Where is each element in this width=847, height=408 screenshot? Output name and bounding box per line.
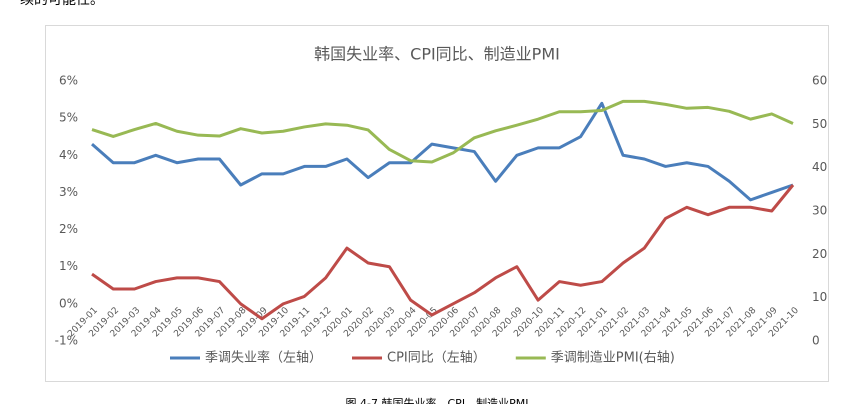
- y-tick-label: 6%: [59, 74, 78, 88]
- y-tick-label: 0%: [59, 296, 78, 310]
- legend-label: 季调失业率（左轴）: [205, 350, 322, 366]
- series-line: [91, 101, 794, 202]
- y-tick-label: 3%: [59, 185, 78, 199]
- y2-tick-label: 10: [812, 290, 827, 304]
- caption: 图 4-7 韩国失业率、CPI、制造业PMI: [346, 396, 529, 404]
- y2-tick-label: 30: [812, 204, 827, 218]
- series-line: [91, 184, 795, 321]
- chart-title: 韩国失业率、CPI同比、制造业PMI: [314, 45, 560, 64]
- y2-tick-label: 60: [812, 74, 827, 88]
- y2-tick-label: 50: [812, 117, 827, 131]
- legend-label: 季调制造业PMI(右轴): [551, 351, 675, 366]
- y-tick-label: 4%: [59, 148, 78, 162]
- y-tick-label: 1%: [59, 259, 78, 273]
- y-tick-label: 5%: [59, 111, 78, 125]
- y2-tick-label: 20: [812, 247, 827, 261]
- body-text: 续的可能性。: [20, 0, 104, 8]
- legend-label: CPI同比（左轴）: [387, 351, 486, 366]
- y-tick-label: 2%: [59, 222, 78, 236]
- y-tick-label: -1%: [55, 334, 78, 348]
- y2-tick-label: 0: [812, 334, 820, 348]
- chart-border: [45, 25, 829, 382]
- series-line: [91, 99, 794, 164]
- y2-tick-label: 40: [812, 160, 827, 174]
